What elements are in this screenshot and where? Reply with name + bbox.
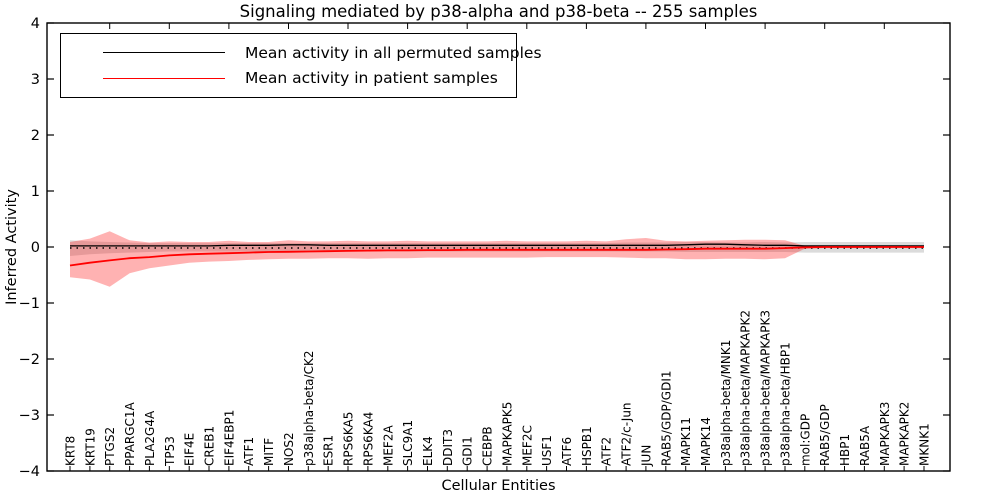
y-tick-label: 3 (31, 72, 40, 88)
x-tick-label: RAB5A (858, 425, 872, 466)
y-tick-label: −2 (19, 352, 40, 368)
x-tick-label: ATF6 (560, 437, 574, 466)
x-tick-label: KRT19 (83, 428, 97, 466)
x-tick-label: MAPKAPK5 (500, 402, 514, 466)
x-tick-label: RAB5/GDP (818, 404, 832, 466)
x-tick-label: PLA2G4A (143, 410, 157, 466)
x-tick-label: KRT8 (64, 436, 78, 466)
x-tick-label: ELK4 (421, 436, 435, 466)
x-tick-label: PPARGC1A (123, 401, 137, 466)
x-tick-label: ATF2/c-Jun (620, 402, 634, 466)
x-tick-label: NOS2 (282, 432, 296, 466)
y-tick-label: 1 (31, 184, 40, 200)
x-tick-label: MAPKAPK2 (898, 402, 912, 466)
x-tick-label: MAPKAPK3 (878, 402, 892, 466)
y-tick-label: −4 (19, 464, 40, 480)
y-tick-label: −3 (19, 408, 40, 424)
patient-mean-line (69, 246, 924, 267)
legend-line-permuted-icon (103, 52, 225, 54)
x-axis-label: Cellular Entities (441, 478, 556, 494)
x-tick-label: p38alpha-beta/MAPKAPK3 (759, 310, 773, 466)
legend-label-permuted: Mean activity in all permuted samples (245, 43, 542, 62)
x-tick-label: mol:GDP (798, 414, 812, 466)
x-tick-label: EIF4EBP1 (222, 410, 236, 466)
x-tick-label: SLC9A1 (401, 420, 415, 466)
x-tick-label: MKNK1 (918, 423, 932, 466)
x-tick-label: USF1 (540, 435, 554, 466)
x-tick-label: p38alpha-beta/MNK1 (719, 340, 733, 466)
x-tick-label: MAPK14 (699, 417, 713, 466)
x-tick-label: RAB5/GDP/GDI1 (659, 370, 673, 466)
chart-title: Signaling mediated by p38-alpha and p38-… (239, 2, 758, 21)
x-tick-label: ATF1 (242, 437, 256, 466)
y-tick-label: −1 (19, 296, 40, 312)
x-tick-label: p38alpha-beta/MAPKAPK2 (739, 310, 753, 466)
y-tick-label: 0 (31, 240, 40, 256)
x-tick-label: MAPK11 (679, 417, 693, 466)
x-tick-label: MITF (262, 438, 276, 466)
x-tick-label: ESR1 (322, 435, 336, 466)
legend-label-patient: Mean activity in patient samples (245, 69, 498, 88)
x-tick-label: p38alpha-beta/CK2 (302, 351, 316, 466)
x-tick-label: MEF2A (381, 425, 395, 466)
legend-entry-patient: Mean activity in patient samples (103, 69, 516, 87)
patient-band (70, 231, 924, 287)
x-tick-label: DDIT3 (441, 429, 455, 466)
x-tick-label: EIF4E (183, 433, 197, 466)
x-tick-label: JUN (639, 445, 653, 467)
x-tick-label: p38alpha-beta/HBP1 (779, 342, 793, 466)
x-tick-label: PTGS2 (103, 427, 117, 466)
x-tick-label: MEF2C (520, 425, 534, 466)
permuted-mean-line (70, 243, 924, 247)
y-axis-label: Inferred Activity (4, 189, 20, 305)
x-tick-label: ATF2 (600, 437, 614, 466)
legend-entry-permuted: Mean activity in all permuted samples (103, 44, 542, 62)
x-tick-label: CREB1 (203, 426, 217, 466)
x-tick-label: HSPB1 (580, 426, 594, 466)
legend: Mean activity in all permuted samples Me… (60, 33, 542, 98)
x-tick-label: GDI1 (461, 436, 475, 466)
y-tick-label: 4 (31, 16, 40, 32)
y-tick-label: 2 (31, 128, 40, 144)
x-tick-label: HBP1 (838, 434, 852, 466)
legend-line-patient-icon (103, 77, 225, 79)
x-tick-label: TP53 (163, 436, 177, 467)
x-tick-label: RPS6KA4 (361, 412, 375, 466)
x-tick-label: CEBPB (481, 426, 495, 466)
x-tick-label: RPS6KA5 (342, 412, 356, 466)
